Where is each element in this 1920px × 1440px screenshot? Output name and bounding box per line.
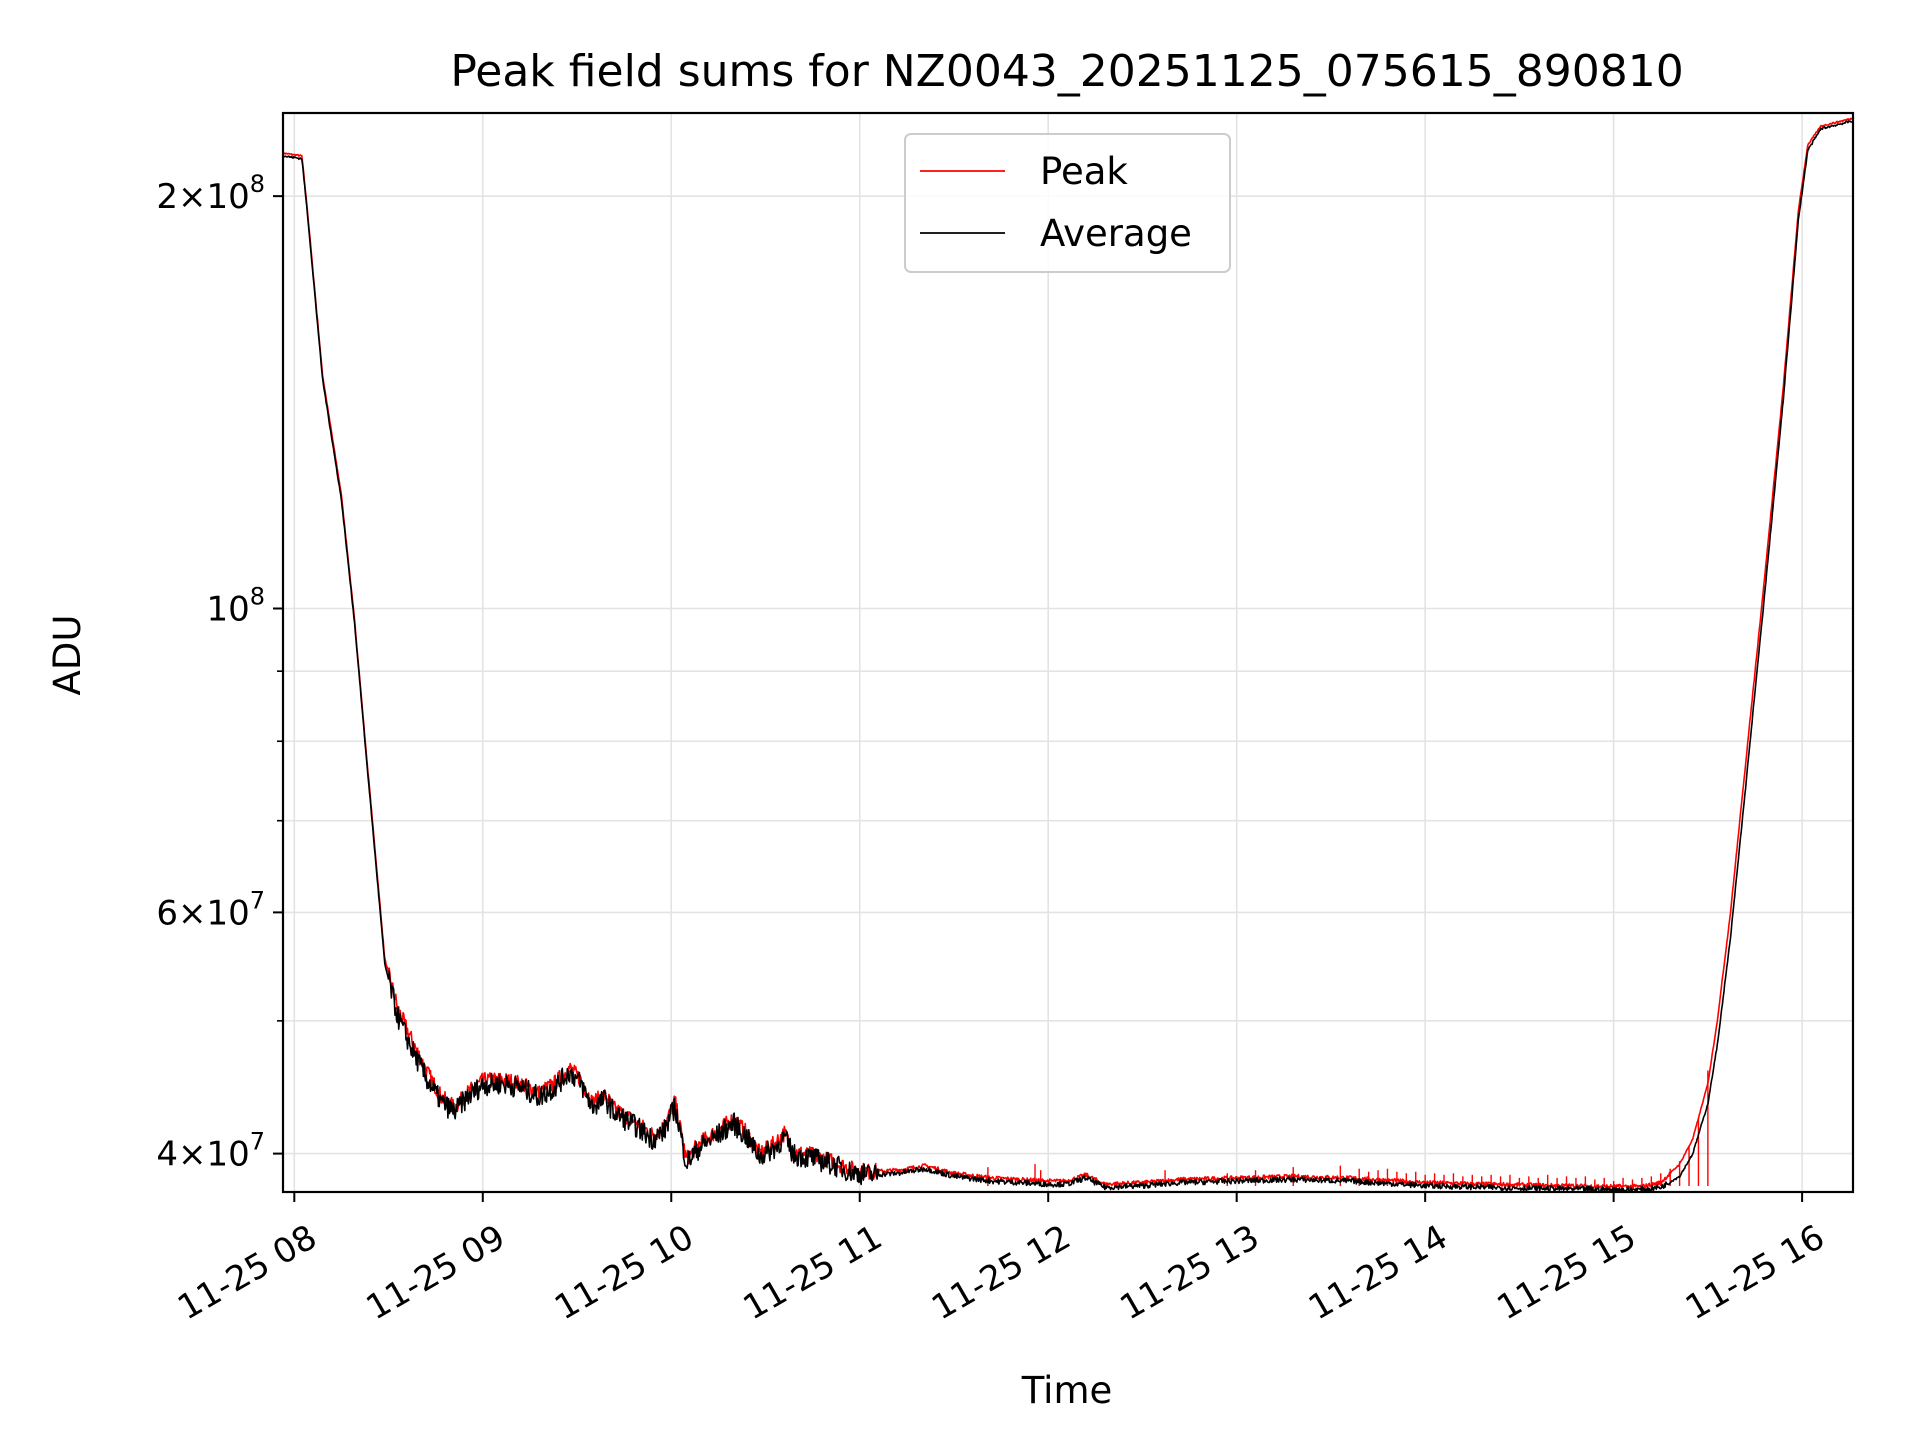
y-tick-label: 108 (206, 583, 265, 630)
series-average (283, 120, 1853, 1192)
y-tick-label: 6×107 (156, 886, 265, 933)
y-tick-times: × (178, 177, 207, 217)
y-tick-exponent: 7 (250, 1128, 265, 1156)
y-tick-base: 10 (206, 893, 249, 933)
legend-average-label: Average (1040, 212, 1192, 255)
y-tick-exponent: 7 (250, 886, 265, 914)
y-tick-times: × (178, 1135, 207, 1175)
series-layer (283, 117, 1853, 1192)
grid (283, 113, 1853, 1192)
y-tick-label: 2×108 (156, 170, 265, 217)
y-axis-label: ADU (46, 615, 89, 696)
y-tick-exponent: 8 (250, 170, 265, 198)
y-tick-mantissa: 2 (156, 177, 178, 217)
x-axis-label: Time (1021, 1369, 1113, 1412)
y-tick-base: 10 (206, 177, 249, 217)
y-tick-label: 4×107 (156, 1128, 265, 1175)
y-tick-mantissa: 6 (156, 893, 178, 933)
y-tick-times: × (178, 893, 207, 933)
legend: Peak Average (904, 133, 1231, 273)
plot-frame (281, 111, 1855, 1194)
y-tick-base: 10 (206, 590, 249, 630)
legend-box (904, 133, 1231, 273)
y-tick-base: 10 (206, 1135, 249, 1175)
y-tick-mantissa: 4 (156, 1135, 178, 1175)
y-tick-exponent: 8 (250, 583, 265, 611)
series-line-average (283, 120, 1853, 1192)
chart-title: Peak field sums for NZ0043_20251125_0756… (450, 46, 1683, 97)
legend-peak-label: Peak (1040, 150, 1128, 193)
